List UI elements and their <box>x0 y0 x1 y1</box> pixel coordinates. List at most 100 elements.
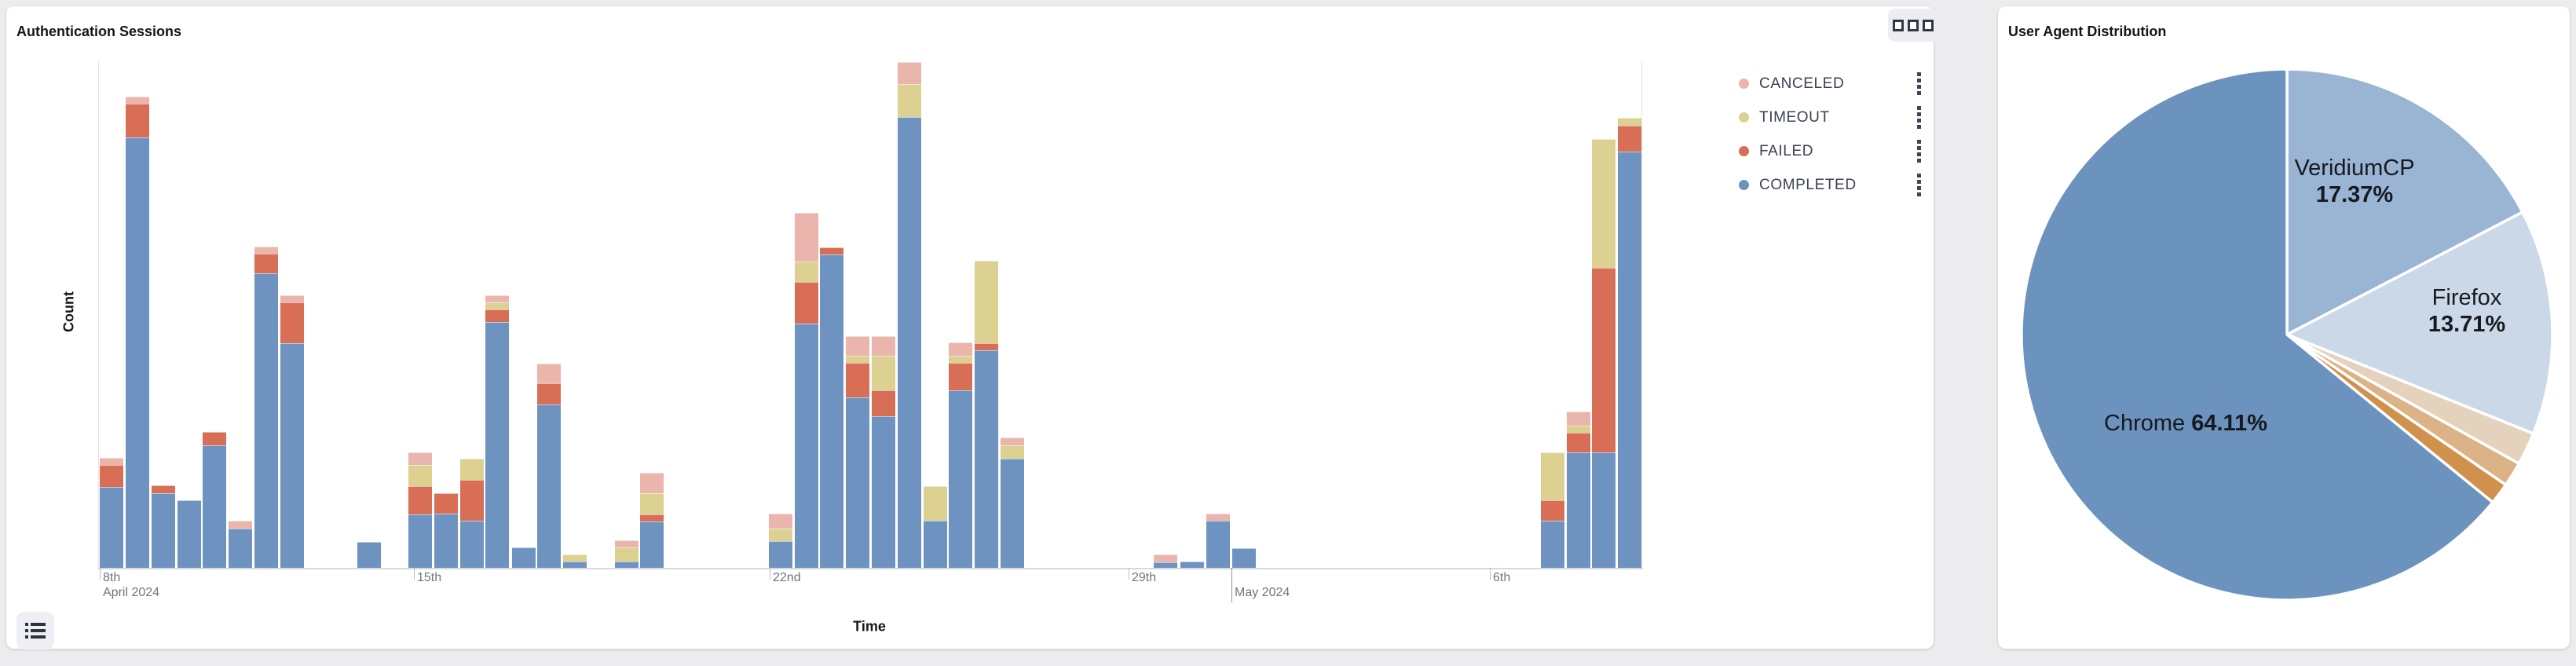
bar-segment-completed[interactable] <box>846 397 869 568</box>
bar-segment-timeout[interactable] <box>898 84 921 117</box>
bar-segment-completed[interactable] <box>254 273 278 568</box>
bar-stack[interactable] <box>152 485 175 568</box>
bar-segment-completed[interactable] <box>820 254 843 568</box>
bar-stack[interactable] <box>924 486 947 568</box>
bar-segment-canceled[interactable] <box>846 336 869 356</box>
bar-stack[interactable] <box>563 554 587 568</box>
bar-stack[interactable] <box>100 458 123 568</box>
bar-segment-canceled[interactable] <box>229 521 252 529</box>
bar-segment-canceled[interactable] <box>1567 412 1590 426</box>
bar-segment-completed[interactable] <box>1618 152 1641 568</box>
drag-handle-icon[interactable] <box>1917 106 1921 129</box>
bar-segment-failed[interactable] <box>254 254 278 273</box>
bar-segment-canceled[interactable] <box>615 540 639 547</box>
bar-segment-timeout[interactable] <box>769 529 792 541</box>
bar-stack[interactable] <box>615 540 639 568</box>
bar-segment-completed[interactable] <box>152 493 175 568</box>
bar-segment-completed[interactable] <box>1567 452 1590 568</box>
bar-stack[interactable] <box>460 459 484 568</box>
pie-slice-firefox[interactable] <box>2285 210 2554 435</box>
bar-stack[interactable] <box>846 336 869 568</box>
bar-stack[interactable] <box>898 62 921 568</box>
bar-segment-completed[interactable] <box>1154 562 1177 568</box>
bar-stack[interactable] <box>872 336 895 568</box>
bar-segment-completed[interactable] <box>615 562 639 568</box>
bar-stack[interactable] <box>408 452 432 568</box>
bar-stack[interactable] <box>434 493 458 568</box>
bar-segment-failed[interactable] <box>460 480 484 521</box>
bar-segment-failed[interactable] <box>408 486 432 514</box>
bar-stack[interactable] <box>1154 554 1177 568</box>
bar-segment-canceled[interactable] <box>795 213 818 262</box>
bar-segment-timeout[interactable] <box>615 547 639 562</box>
bar-stack[interactable] <box>280 295 304 568</box>
bar-stack[interactable] <box>1618 118 1641 568</box>
bar-stack[interactable] <box>1206 514 1230 568</box>
bar-segment-completed[interactable] <box>434 514 458 568</box>
bar-segment-completed[interactable] <box>280 343 304 568</box>
bar-segment-completed[interactable] <box>126 137 149 568</box>
bar-segment-completed[interactable] <box>460 521 484 568</box>
bar-segment-timeout[interactable] <box>975 261 998 343</box>
bar-segment-completed[interactable] <box>795 324 818 568</box>
bar-segment-completed[interactable] <box>229 529 252 568</box>
bar-stack[interactable] <box>177 500 201 568</box>
bar-stack[interactable] <box>949 342 972 568</box>
bar-segment-failed[interactable] <box>1541 500 1564 521</box>
bar-stack[interactable] <box>820 247 843 568</box>
bar-segment-failed[interactable] <box>795 282 818 324</box>
bar-segment-completed[interactable] <box>537 404 561 568</box>
pie-slice-chrome[interactable] <box>2020 68 2494 602</box>
bar-stack[interactable] <box>1567 412 1590 568</box>
bar-stack[interactable] <box>203 432 226 568</box>
pie-slice-veridiumcp[interactable] <box>2285 68 2524 336</box>
bar-segment-canceled[interactable] <box>126 97 149 104</box>
bar-segment-completed[interactable] <box>563 562 587 568</box>
bar-segment-canceled[interactable] <box>254 247 278 254</box>
bar-segment-failed[interactable] <box>1567 433 1590 452</box>
bar-segment-completed[interactable] <box>512 547 536 568</box>
bar-segment-completed[interactable] <box>898 117 921 568</box>
bar-segment-canceled[interactable] <box>408 452 432 465</box>
bar-segment-completed[interactable] <box>1541 521 1564 568</box>
bar-stack[interactable] <box>126 97 149 568</box>
drag-handle-icon[interactable] <box>1917 72 1921 95</box>
bar-stack[interactable] <box>357 542 381 568</box>
bar-segment-completed[interactable] <box>177 500 201 568</box>
bar-segment-failed[interactable] <box>126 104 149 137</box>
bar-segment-completed[interactable] <box>640 521 664 568</box>
chart-options-button[interactable] <box>1888 9 1938 42</box>
bar-segment-failed[interactable] <box>280 302 304 343</box>
bar-segment-canceled[interactable] <box>949 342 972 356</box>
bar-segment-completed[interactable] <box>924 521 947 568</box>
bar-stack[interactable] <box>229 521 252 568</box>
bar-segment-canceled[interactable] <box>1001 437 1024 445</box>
bar-segment-canceled[interactable] <box>485 295 509 302</box>
bar-segment-failed[interactable] <box>975 343 998 350</box>
bar-segment-completed[interactable] <box>357 542 381 568</box>
bar-segment-timeout[interactable] <box>485 302 509 309</box>
bar-segment-completed[interactable] <box>1232 548 1256 568</box>
bar-stack[interactable] <box>485 295 509 568</box>
bar-segment-timeout[interactable] <box>563 554 587 562</box>
bar-segment-timeout[interactable] <box>949 356 972 363</box>
legend-item-completed[interactable]: COMPLETED <box>1739 168 1921 202</box>
bar-stack[interactable] <box>1001 437 1024 568</box>
bar-segment-timeout[interactable] <box>846 356 869 363</box>
bar-segment-timeout[interactable] <box>460 459 484 480</box>
bar-segment-canceled[interactable] <box>898 62 921 84</box>
bar-segment-completed[interactable] <box>1206 521 1230 568</box>
bar-segment-failed[interactable] <box>820 247 843 254</box>
legend-item-canceled[interactable]: CANCELED <box>1739 67 1921 101</box>
bar-segment-failed[interactable] <box>949 363 972 390</box>
bar-segment-completed[interactable] <box>100 487 123 568</box>
bar-stack[interactable] <box>1541 452 1564 568</box>
bar-segment-timeout[interactable] <box>1001 445 1024 459</box>
bar-segment-timeout[interactable] <box>1618 118 1641 126</box>
bar-segment-canceled[interactable] <box>1206 514 1230 521</box>
bar-segment-failed[interactable] <box>537 383 561 404</box>
bar-segment-timeout[interactable] <box>872 356 895 390</box>
bar-segment-timeout[interactable] <box>795 262 818 282</box>
bar-segment-completed[interactable] <box>769 541 792 568</box>
bar-segment-failed[interactable] <box>100 465 123 487</box>
